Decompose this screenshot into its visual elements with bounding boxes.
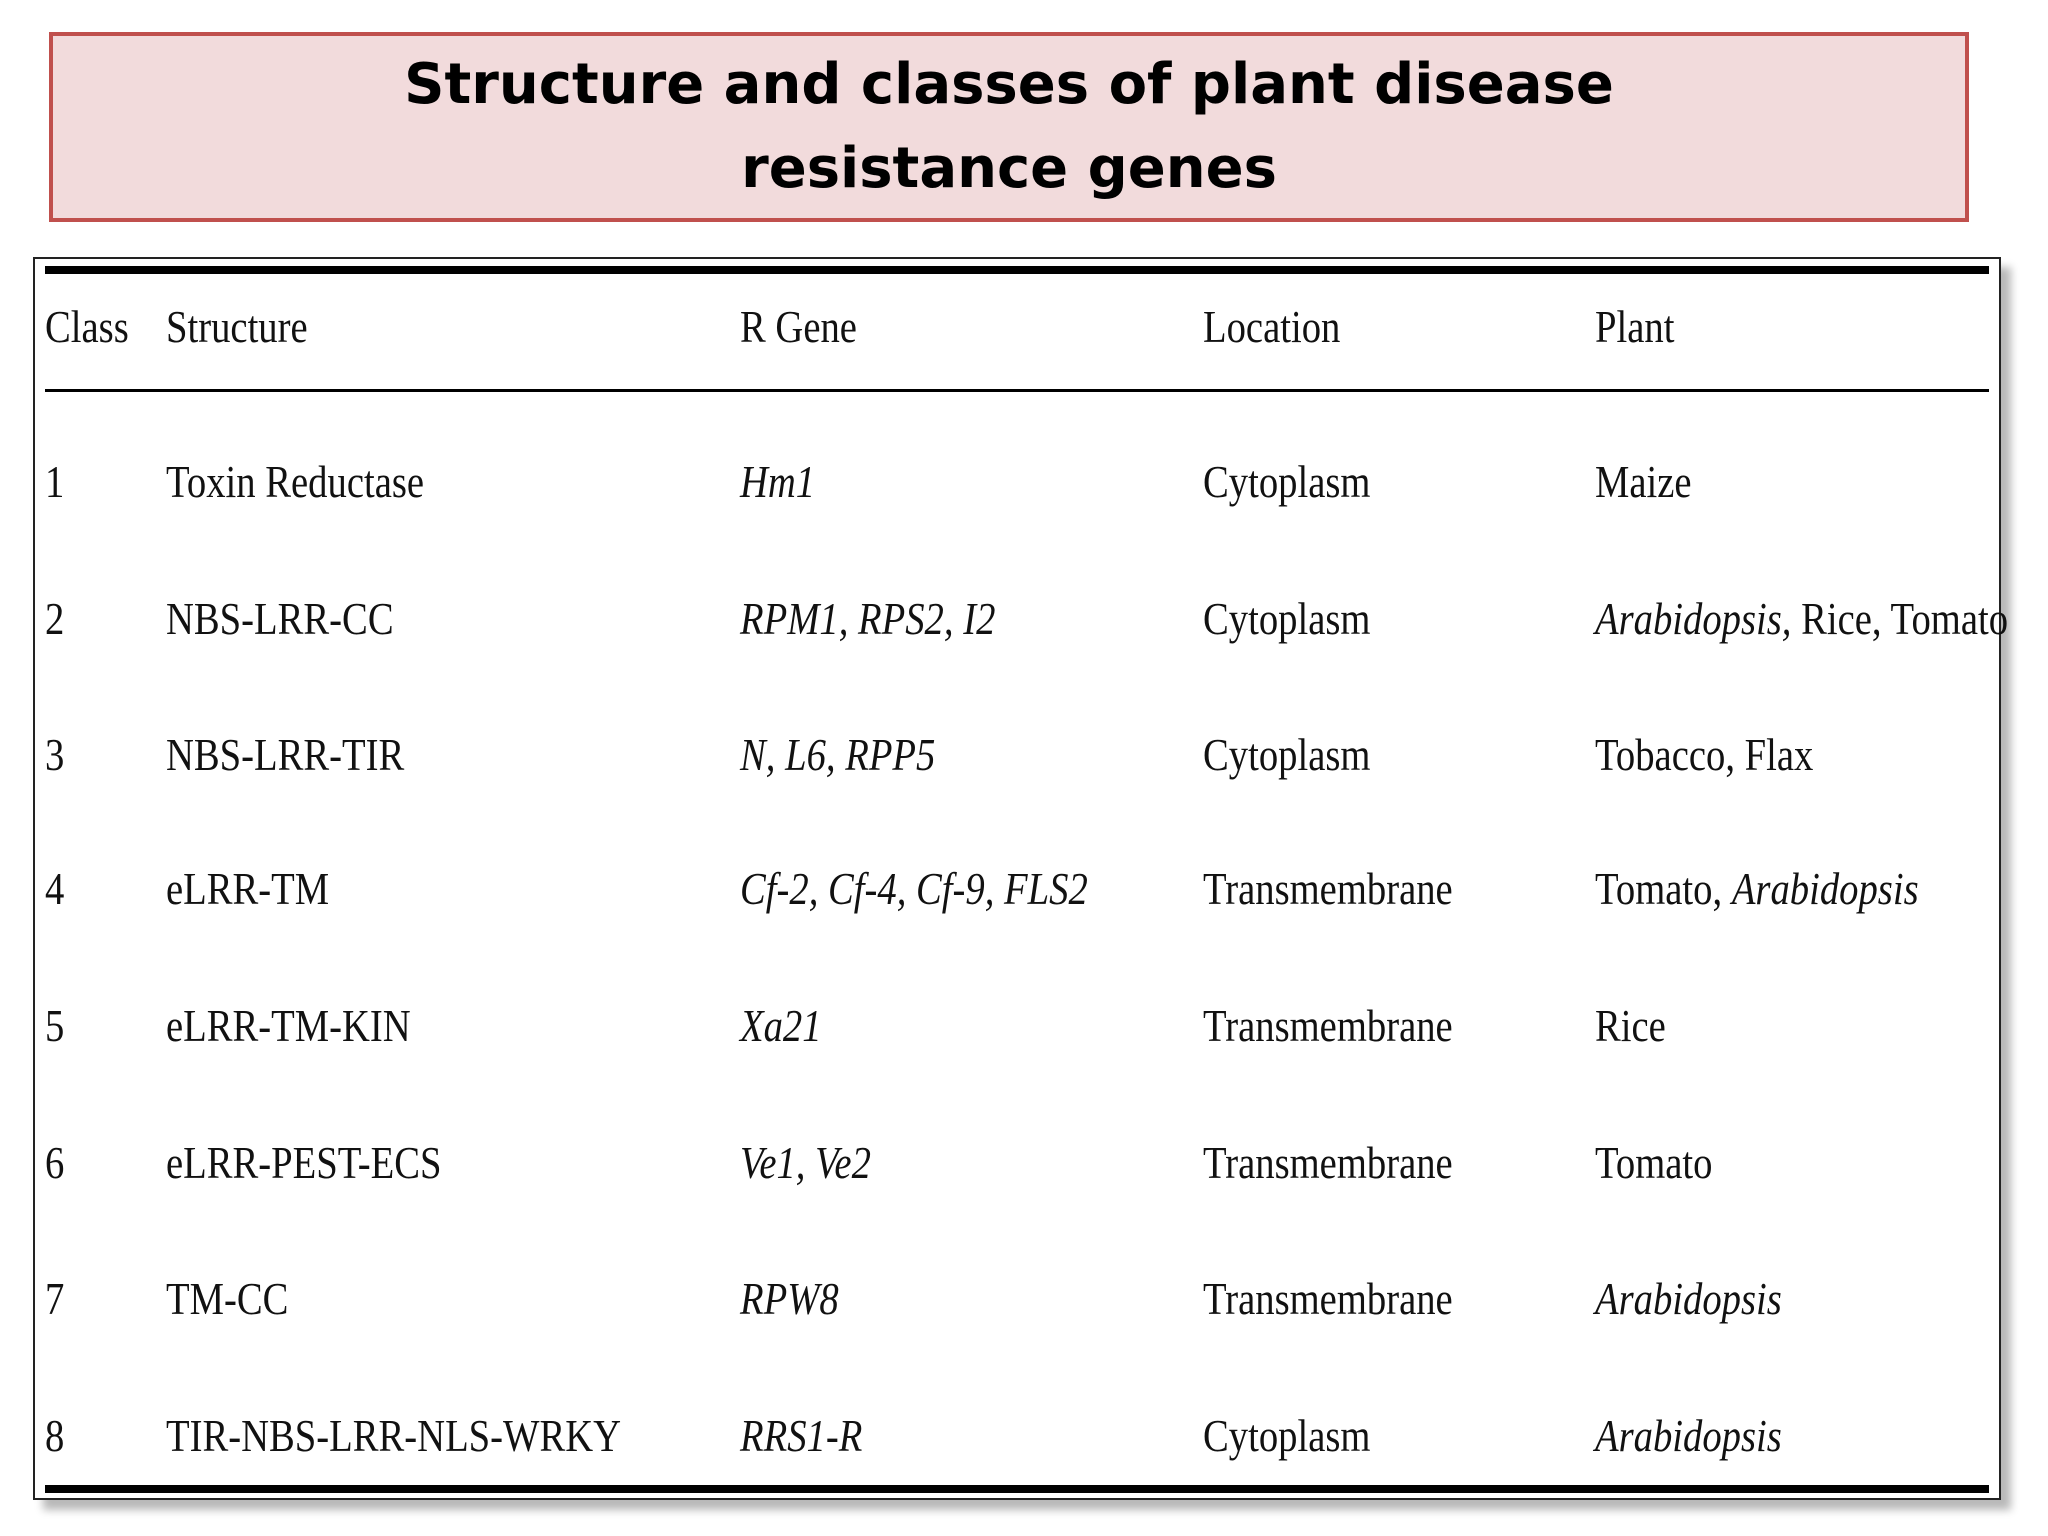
header-r-gene: R Gene	[740, 301, 857, 352]
row-2-structure: NBS-LRR-CC	[166, 593, 394, 644]
row-3-r-gene: N, L6, RPP5	[740, 729, 936, 780]
row-4-structure: eLRR-TM	[166, 863, 330, 914]
row-3-structure: NBS-LRR-TIR	[166, 729, 405, 780]
header-class: Class	[45, 301, 129, 352]
row-5-plant: Rice	[1595, 998, 1666, 1054]
row-7-plant: Arabidopsis	[1595, 1271, 1782, 1327]
row-1-class: 1	[45, 456, 65, 507]
row-7-location: Transmembrane	[1203, 1273, 1453, 1324]
row-5-r-gene: Xa21	[740, 1000, 822, 1051]
plant-name-segment: Arabidopsis,	[1595, 593, 1792, 644]
title-line-1: Structure and classes of plant disease	[404, 52, 1614, 117]
row-5-location: Transmembrane	[1203, 1000, 1453, 1051]
row-3-class: 3	[45, 729, 65, 780]
header-location: Location	[1203, 301, 1341, 352]
table-top-rule	[45, 266, 1989, 274]
table-header-rule	[45, 389, 1989, 392]
row-7-r-gene: RPW8	[740, 1273, 839, 1324]
row-2-class: 2	[45, 593, 65, 644]
resistance-genes-table: Class Structure R Gene Location Plant 1 …	[33, 257, 2008, 1500]
row-6-r-gene: Ve1, Ve2	[740, 1137, 871, 1188]
plant-name-segment: Rice	[1595, 1000, 1666, 1051]
row-8-structure: TIR-NBS-LRR-NLS-WRKY	[166, 1410, 622, 1461]
row-7-structure: TM-CC	[166, 1273, 289, 1324]
plant-name-segment: Rice, Tomato	[1791, 593, 2009, 644]
row-2-plant: Arabidopsis, Rice, Tomato	[1595, 591, 2008, 647]
row-1-r-gene: Hm1	[740, 456, 816, 507]
row-2-location: Cytoplasm	[1203, 593, 1371, 644]
row-8-class: 8	[45, 1410, 65, 1461]
row-6-structure: eLRR-PEST-ECS	[166, 1137, 442, 1188]
table-bottom-rule	[45, 1485, 1989, 1493]
row-3-location: Cytoplasm	[1203, 729, 1371, 780]
row-8-location: Cytoplasm	[1203, 1410, 1371, 1461]
row-4-r-gene: Cf-2, Cf-4, Cf-9, FLS2	[740, 863, 1088, 914]
row-6-location: Transmembrane	[1203, 1137, 1453, 1188]
plant-name-segment: Arabidopsis	[1731, 863, 1919, 914]
title-line-2: resistance genes	[741, 136, 1277, 201]
row-8-r-gene: RRS1-R	[740, 1410, 863, 1461]
row-1-plant: Maize	[1595, 454, 1692, 510]
row-5-structure: eLRR-TM-KIN	[166, 1000, 411, 1051]
row-1-location: Cytoplasm	[1203, 456, 1371, 507]
row-4-class: 4	[45, 863, 65, 914]
plant-name-segment: Tomato,	[1595, 863, 1732, 914]
row-2-r-gene: RPM1, RPS2, I2	[740, 593, 996, 644]
row-5-class: 5	[45, 1000, 65, 1051]
row-6-class: 6	[45, 1137, 65, 1188]
row-8-plant: Arabidopsis	[1595, 1408, 1782, 1464]
title-banner: Structure and classes of plant disease r…	[49, 32, 1969, 222]
row-3-plant: Tobacco, Flax	[1595, 727, 1813, 783]
plant-name-segment: Tobacco, Flax	[1595, 729, 1814, 780]
plant-name-segment: Arabidopsis	[1595, 1273, 1782, 1324]
plant-name-segment: Maize	[1595, 456, 1692, 507]
row-7-class: 7	[45, 1273, 65, 1324]
row-4-plant: Tomato, Arabidopsis	[1595, 861, 1919, 917]
row-1-structure: Toxin Reductase	[166, 456, 425, 507]
row-4-location: Transmembrane	[1203, 863, 1453, 914]
plant-name-segment: Tomato	[1595, 1137, 1713, 1188]
header-structure: Structure	[166, 301, 308, 352]
plant-name-segment: Arabidopsis	[1595, 1410, 1782, 1461]
row-6-plant: Tomato	[1595, 1135, 1712, 1191]
header-plant: Plant	[1595, 301, 1675, 352]
